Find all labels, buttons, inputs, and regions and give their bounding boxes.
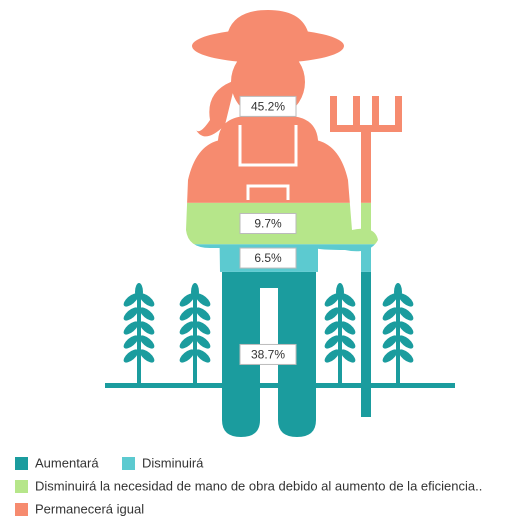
leaf bbox=[398, 349, 414, 363]
leaf bbox=[191, 283, 199, 301]
legend-swatch bbox=[15, 457, 28, 470]
leaf bbox=[123, 321, 139, 335]
leaf bbox=[195, 293, 211, 307]
leaf bbox=[179, 349, 195, 363]
leaf bbox=[382, 307, 398, 321]
value-label: 6.5% bbox=[254, 251, 282, 265]
value-label: 45.2% bbox=[251, 100, 285, 114]
legend-swatch bbox=[15, 480, 28, 493]
label-box bbox=[239, 95, 297, 117]
value-label: 38.7% bbox=[251, 348, 285, 362]
leaf bbox=[123, 335, 139, 349]
value-label: 9.7% bbox=[254, 217, 282, 231]
legend-label: Disminuirá bbox=[142, 455, 204, 470]
leaf bbox=[398, 335, 414, 349]
leaf bbox=[179, 321, 195, 335]
leaf bbox=[139, 349, 155, 363]
legend-label: Permanecerá igual bbox=[35, 501, 144, 516]
leaf bbox=[324, 321, 340, 335]
leaf bbox=[179, 335, 195, 349]
leaf bbox=[340, 307, 356, 321]
leaf bbox=[382, 293, 398, 307]
leaf bbox=[195, 349, 211, 363]
wheat bbox=[105, 283, 455, 388]
leaf bbox=[139, 307, 155, 321]
leaf bbox=[382, 349, 398, 363]
leaf bbox=[394, 283, 402, 301]
label-box bbox=[239, 247, 297, 269]
leaf bbox=[398, 321, 414, 335]
leaf bbox=[139, 321, 155, 335]
leaf bbox=[324, 335, 340, 349]
leaf bbox=[340, 335, 356, 349]
legend-swatch bbox=[15, 503, 28, 516]
leaf bbox=[382, 321, 398, 335]
label-box bbox=[239, 213, 297, 234]
label-box bbox=[239, 343, 297, 365]
leaf bbox=[324, 307, 340, 321]
leaf bbox=[382, 335, 398, 349]
leaf bbox=[340, 293, 356, 307]
leaf bbox=[123, 349, 139, 363]
leaf bbox=[195, 321, 211, 335]
leaf bbox=[179, 293, 195, 307]
leaf bbox=[340, 349, 356, 363]
leaf bbox=[336, 283, 344, 301]
leaf bbox=[195, 335, 211, 349]
leaf bbox=[324, 293, 340, 307]
leaf bbox=[340, 321, 356, 335]
legend-swatch bbox=[122, 457, 135, 470]
leaf bbox=[179, 307, 195, 321]
legend-label: Aumentará bbox=[35, 455, 99, 470]
leaf bbox=[195, 307, 211, 321]
leaf bbox=[139, 335, 155, 349]
leaf bbox=[398, 307, 414, 321]
leaf bbox=[135, 283, 143, 301]
leaf bbox=[324, 349, 340, 363]
leaf bbox=[139, 293, 155, 307]
legend-label: Disminuirá la necesidad de mano de obra … bbox=[35, 478, 482, 493]
leaf bbox=[123, 293, 139, 307]
leaf bbox=[123, 307, 139, 321]
leaf bbox=[398, 293, 414, 307]
